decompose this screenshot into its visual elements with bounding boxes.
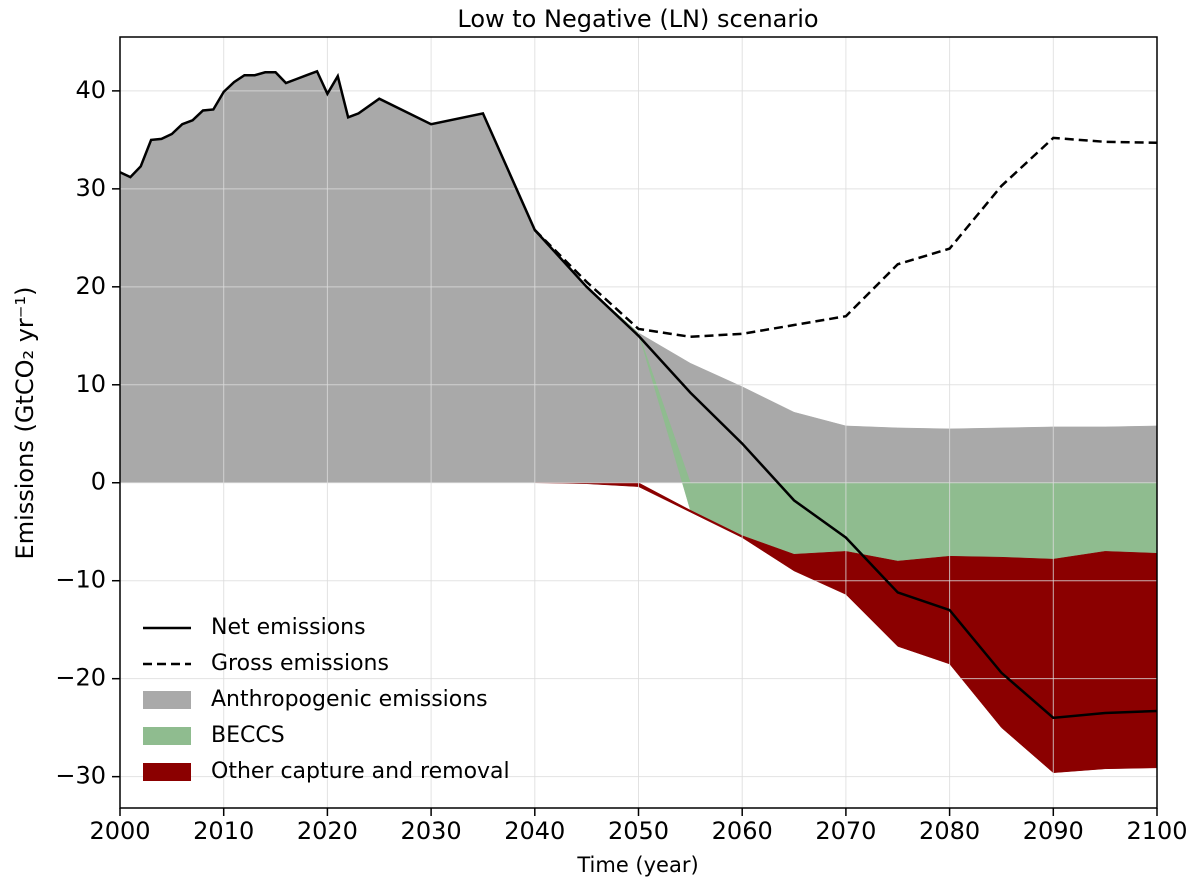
x-tick-label: 2070 [815, 817, 876, 845]
y-tick-label: 20 [75, 272, 106, 300]
x-tick-label: 2050 [608, 817, 669, 845]
y-tick-label: 10 [75, 370, 106, 398]
x-tick-label: 2010 [193, 817, 254, 845]
y-tick-label: −20 [55, 664, 106, 692]
x-tick-label: 2000 [89, 817, 150, 845]
legend-label: Net emissions [211, 615, 366, 640]
x-tick-label: 2100 [1126, 817, 1187, 845]
legend-label: BECCS [211, 723, 285, 748]
x-tick-label: 2030 [401, 817, 462, 845]
x-tick-label: 2020 [297, 817, 358, 845]
legend-label: Anthropogenic emissions [211, 687, 488, 712]
line [533, 136, 1158, 339]
y-tick-label: 40 [75, 76, 106, 104]
x-tick-label: 2040 [504, 817, 565, 845]
x-tick-label: 2090 [1023, 817, 1084, 845]
x-axis-label: Time (year) [576, 853, 698, 877]
plot-frame [119, 36, 1158, 809]
chart-title: Low to Negative (LN) scenario [457, 5, 818, 33]
x-tick-label: 2060 [712, 817, 773, 845]
legend-label: Gross emissions [211, 651, 389, 676]
x-tick-label: 2080 [919, 817, 980, 845]
y-tick-label: −10 [55, 566, 106, 594]
y-tick-label: 30 [75, 174, 106, 202]
line [119, 69, 1158, 720]
y-tick-label: −30 [55, 762, 106, 790]
y-tick-label: 0 [91, 468, 106, 496]
legend-label: Other capture and removal [211, 759, 510, 784]
legend-swatch [143, 691, 191, 709]
legend-swatch [143, 763, 191, 781]
legend-swatch [143, 727, 191, 745]
y-axis-label: Emissions (GtCO₂ yr⁻¹) [11, 287, 39, 560]
